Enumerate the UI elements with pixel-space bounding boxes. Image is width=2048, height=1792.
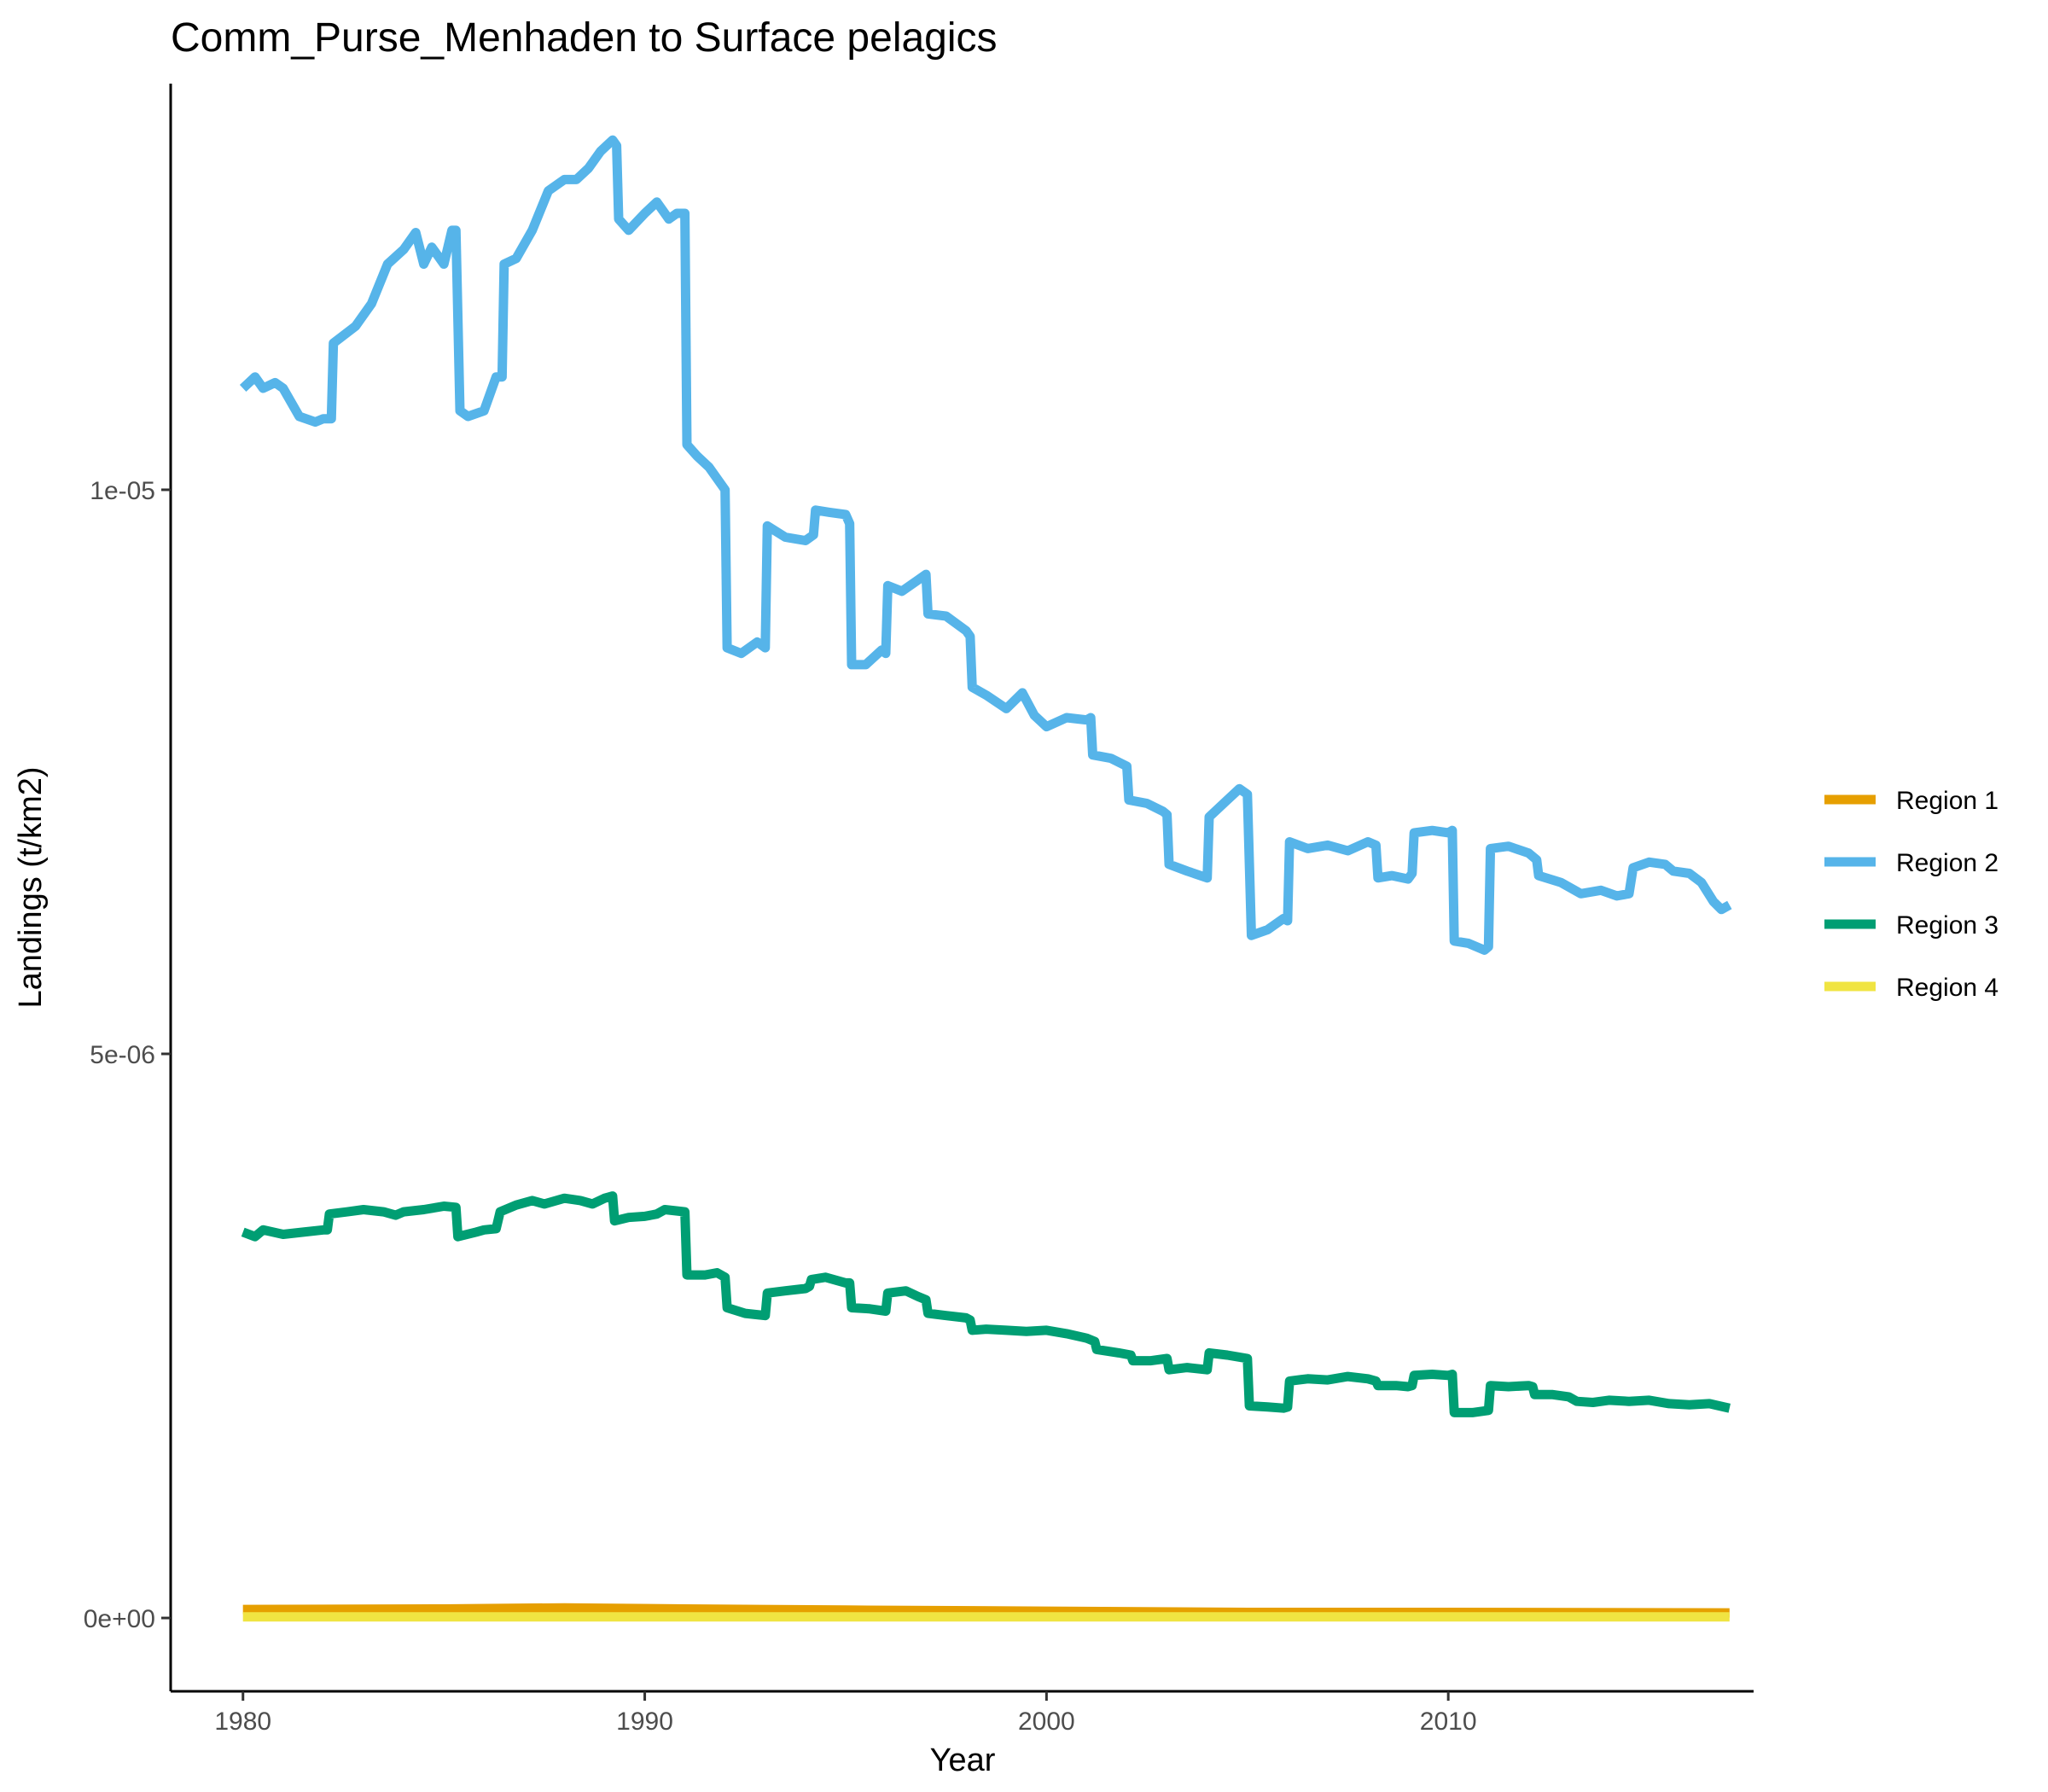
y-axis-label: Landings (t/km2) xyxy=(13,766,49,1008)
x-tick-label: 1990 xyxy=(616,1708,673,1736)
legend-item-region-3: Region 3 xyxy=(1824,911,1999,940)
y-tick-label: 0e+00 xyxy=(84,1605,155,1633)
series-line-region-3 xyxy=(241,1191,1731,1417)
y-tick-label: 5e-06 xyxy=(90,1041,155,1069)
x-tick-label: 1980 xyxy=(214,1708,271,1736)
legend-item-region-4: Region 4 xyxy=(1824,974,1999,1002)
series-layer xyxy=(239,135,1732,1622)
y-axis-ticks: 0e+00 5e-06 1e-05 xyxy=(84,477,171,1633)
legend-item-region-2: Region 2 xyxy=(1824,849,1999,877)
x-tick-label: 2000 xyxy=(1018,1708,1075,1736)
x-axis-label: Year xyxy=(930,1743,996,1778)
x-axis-ticks: 1980 1990 2000 2010 xyxy=(214,1691,1477,1736)
x-tick-label: 2010 xyxy=(1420,1708,1477,1736)
series-line-region-2 xyxy=(239,135,1732,955)
y-tick-label: 1e-05 xyxy=(90,477,155,505)
legend-label: Region 1 xyxy=(1896,787,1999,815)
plot-area: 1980 1990 2000 2010 0e+00 5e-06 1e-05 xyxy=(84,84,1754,1736)
legend: Region 1 Region 2 Region 3 Region 4 xyxy=(1824,787,1999,1002)
legend-label: Region 3 xyxy=(1896,911,1999,940)
legend-label: Region 2 xyxy=(1896,849,1999,877)
legend-label: Region 4 xyxy=(1896,974,1999,1002)
chart-title: Comm_Purse_Menhaden to Surface pelagics xyxy=(171,15,998,61)
legend-item-region-1: Region 1 xyxy=(1824,787,1999,815)
